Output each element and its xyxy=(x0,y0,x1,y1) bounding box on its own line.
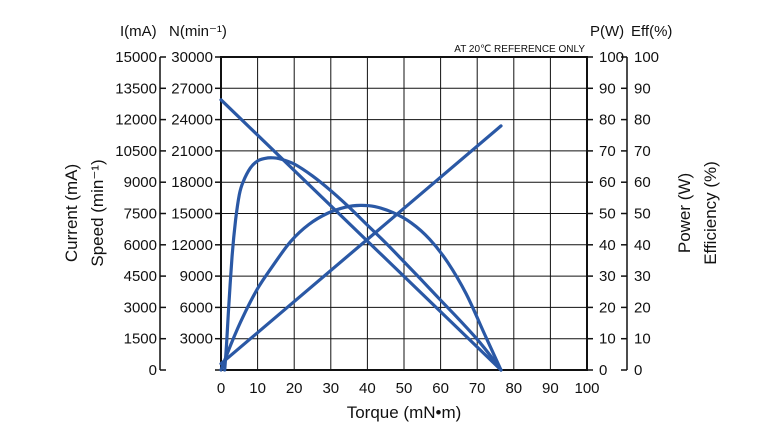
x-tick-label: 70 xyxy=(469,380,486,397)
efficiency-axis-header: Eff(%) xyxy=(631,23,672,40)
x-tick-label: 60 xyxy=(432,380,449,397)
x-tick-label: 80 xyxy=(505,380,522,397)
x-tick-label: 10 xyxy=(249,380,266,397)
efficiency-tick-label: 90 xyxy=(599,80,616,97)
x-tick-label: 20 xyxy=(286,380,303,397)
speed-tick-label: 24000 xyxy=(171,112,213,129)
grid-lines xyxy=(221,57,587,370)
speed-tick-label: 27000 xyxy=(171,80,213,97)
efficiency-curve xyxy=(223,156,503,372)
speed-tick-label: 18000 xyxy=(171,174,213,191)
axes xyxy=(159,56,628,371)
power-tick-label: 0 xyxy=(634,362,642,379)
current-tick-label: 10500 xyxy=(115,143,157,160)
current-tick-label: 6000 xyxy=(124,237,157,254)
current-tick-label: 1500 xyxy=(124,331,157,348)
current-tick-label: 7500 xyxy=(124,206,157,223)
speed-tick-label: 30000 xyxy=(171,49,213,66)
efficiency-tick-label: 70 xyxy=(599,143,616,160)
power-curve xyxy=(219,203,503,372)
tick-labels: 0150030004500600075009000105001200013500… xyxy=(115,49,659,397)
speed-tick-label: 6000 xyxy=(180,299,213,316)
efficiency-tick-label: 10 xyxy=(599,331,616,348)
efficiency-axis-title: Efficiency (%) xyxy=(701,161,720,265)
x-tick-label: 30 xyxy=(322,380,339,397)
current-tick-label: 4500 xyxy=(124,268,157,285)
efficiency-tick-label: 100 xyxy=(599,49,624,66)
current-axis-header: I(mA) xyxy=(120,23,157,40)
x-tick-label: 40 xyxy=(359,380,376,397)
x-tick-label: 0 xyxy=(217,380,225,397)
reference-note: AT 20℃ REFERENCE ONLY xyxy=(454,44,585,55)
current-axis-title: Current (mA) xyxy=(62,164,81,262)
power-tick-label: 40 xyxy=(634,237,651,254)
current-tick-label: 3000 xyxy=(124,299,157,316)
power-tick-label: 70 xyxy=(634,143,651,160)
x-tick-label: 100 xyxy=(574,380,599,397)
efficiency-tick-label: 30 xyxy=(599,268,616,285)
speed-tick-label: 15000 xyxy=(171,206,213,223)
power-axis-header: P(W) xyxy=(590,23,624,40)
power-tick-label: 60 xyxy=(634,174,651,191)
x-axis-title: Torque (mN•m) xyxy=(347,403,462,422)
current-tick-label: 0 xyxy=(149,362,157,379)
speed-tick-label: 3000 xyxy=(180,331,213,348)
speed-axis-header: N(min⁻¹) xyxy=(169,23,227,40)
current-tick-label: 13500 xyxy=(115,80,157,97)
power-tick-label: 20 xyxy=(634,299,651,316)
power-tick-label: 90 xyxy=(634,80,651,97)
power-tick-label: 100 xyxy=(634,49,659,66)
current-curve xyxy=(219,124,503,366)
speed-tick-label: 21000 xyxy=(171,143,213,160)
power-tick-label: 50 xyxy=(634,206,651,223)
speed-axis-title: Speed (min⁻¹) xyxy=(88,159,107,266)
power-tick-label: 80 xyxy=(634,112,651,129)
x-tick-label: 50 xyxy=(396,380,413,397)
efficiency-tick-label: 0 xyxy=(599,362,607,379)
power-tick-label: 30 xyxy=(634,268,651,285)
x-tick-label: 90 xyxy=(542,380,559,397)
current-tick-label: 12000 xyxy=(115,112,157,129)
efficiency-tick-label: 60 xyxy=(599,174,616,191)
efficiency-tick-label: 50 xyxy=(599,206,616,223)
power-tick-label: 10 xyxy=(634,331,651,348)
efficiency-tick-label: 40 xyxy=(599,237,616,254)
current-tick-label: 15000 xyxy=(115,49,157,66)
curves xyxy=(219,98,503,372)
speed-tick-label: 9000 xyxy=(180,268,213,285)
speed-curve xyxy=(219,98,503,372)
current-tick-label: 9000 xyxy=(124,174,157,191)
power-axis-title: Power (W) xyxy=(675,173,694,253)
efficiency-tick-label: 20 xyxy=(599,299,616,316)
efficiency-tick-label: 80 xyxy=(599,112,616,129)
speed-tick-label: 12000 xyxy=(171,237,213,254)
